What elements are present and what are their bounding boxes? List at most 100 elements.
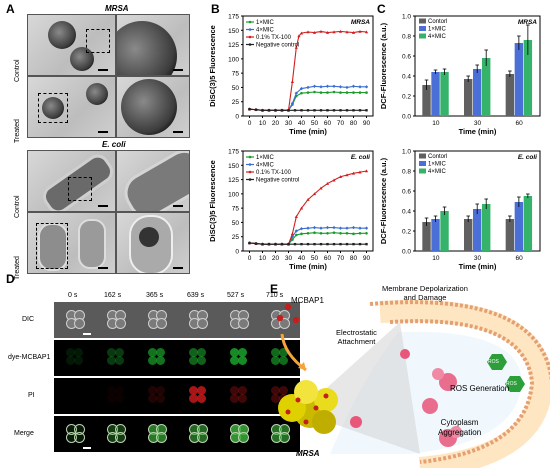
micrograph-tile <box>218 340 259 376</box>
legend-label: 1×MIC <box>428 27 447 33</box>
data-point <box>306 30 310 34</box>
cell-blob <box>148 386 157 395</box>
ros-label-1: ROS <box>488 359 499 365</box>
data-point <box>332 30 336 34</box>
y-tick-label: 25 <box>232 234 240 241</box>
data-point <box>338 175 343 179</box>
micrograph-tile <box>54 416 95 452</box>
cell-blob <box>148 348 157 357</box>
cell-blob <box>66 356 75 365</box>
legend-label: Negative control <box>256 43 299 49</box>
x-tick-label: 20 <box>272 255 280 262</box>
data-point <box>338 226 343 230</box>
data-point <box>339 91 342 94</box>
micrograph-tile <box>136 378 177 414</box>
data-point <box>319 226 323 230</box>
bar <box>440 72 449 116</box>
mrsa-cluster-icon <box>278 380 338 434</box>
data-point <box>358 29 362 33</box>
scale-bar <box>83 447 91 449</box>
plot-frame <box>242 15 374 117</box>
data-point <box>294 91 298 95</box>
data-point <box>287 242 290 246</box>
cell-blob <box>238 318 249 329</box>
x-tick-label: 10 <box>432 120 440 127</box>
chart-c-ecoli: 0.0 0.2 0.4 0.6 0.8 1.0 10 30 60 Time (min) DCF-Fl… <box>379 149 541 271</box>
legend-marker <box>248 35 252 39</box>
x-tick-label: 70 <box>337 255 345 262</box>
micrograph-tile <box>177 416 218 452</box>
data-point <box>358 109 362 112</box>
cell-blob <box>197 432 208 443</box>
y-tick-label: 0.4 <box>402 74 411 81</box>
data-point <box>300 232 303 236</box>
micrograph-tile <box>95 302 136 338</box>
legend-label: Contorl <box>428 154 447 160</box>
data-point <box>248 107 251 111</box>
cell-blob <box>74 432 85 443</box>
x-tick-label: 80 <box>350 120 358 127</box>
cell-blob <box>197 356 206 365</box>
y-tick-label: 75 <box>232 71 240 78</box>
micrograph-tile <box>54 302 95 338</box>
data-point <box>319 109 323 112</box>
row-label-control-ecoli: Control <box>14 195 21 218</box>
x-tick-label: 50 <box>311 120 319 127</box>
data-point <box>364 169 369 173</box>
data-point <box>294 45 298 49</box>
data-point <box>319 91 323 94</box>
tem-ecoli-treated-zoom <box>116 212 190 274</box>
panel-e-schematic <box>276 299 550 468</box>
x-tick-label: 0 <box>248 255 252 262</box>
data-point <box>358 91 362 94</box>
row-label-control: Control <box>14 59 21 82</box>
chart-tag: E. coli <box>518 154 537 161</box>
data-point <box>319 231 323 235</box>
data-point <box>332 225 336 230</box>
mrsa-label: MRSA <box>296 449 320 458</box>
data-point <box>300 242 303 246</box>
bar <box>473 209 482 251</box>
y-tick-label: 0 <box>235 249 239 256</box>
data-point <box>300 109 303 112</box>
data-point <box>280 109 284 112</box>
data-point <box>297 34 301 38</box>
data-point <box>313 231 316 235</box>
legend-swatch <box>419 26 426 31</box>
data-point <box>300 91 303 95</box>
data-point <box>358 242 362 246</box>
panel-label-e: E <box>270 282 279 296</box>
x-tick-label: 30 <box>285 255 293 262</box>
y-tick-label: 1.0 <box>402 14 411 21</box>
cell-blob <box>156 356 165 365</box>
data-point <box>299 227 304 231</box>
chart-c-mrsa: 0.0 0.2 0.4 0.6 0.8 1.0 10 30 60 Time (min) DCF-Fl… <box>379 14 541 136</box>
tem-ecoli-control <box>27 150 116 212</box>
cell-blob <box>115 318 126 329</box>
chart-tag: MRSA <box>351 19 370 26</box>
x-tick-label: 10 <box>432 255 440 262</box>
cell-blob <box>156 432 167 443</box>
y-tick-label: 175 <box>228 14 239 21</box>
time-label-2: 365 s <box>146 292 164 299</box>
data-point <box>345 85 349 90</box>
legend-swatch <box>419 153 426 159</box>
legend-marker <box>248 20 252 24</box>
legend-marker <box>248 28 252 31</box>
cell-blob <box>74 356 83 365</box>
bar <box>523 40 533 116</box>
data-point <box>358 85 362 89</box>
cell-blob <box>238 394 247 403</box>
micrograph-tile <box>95 416 136 452</box>
data-point <box>290 80 294 84</box>
legend-swatch <box>419 161 426 166</box>
row-label-treated: Treated <box>14 119 21 143</box>
row-dye: dye-MCBAP1 <box>8 354 51 361</box>
micrograph-tile <box>136 340 177 376</box>
x-tick-label: 30 <box>474 255 482 262</box>
cell-blob <box>230 348 239 357</box>
electrostatic-label: Electrostatic Attachment <box>336 328 377 346</box>
data-point <box>290 101 295 106</box>
micrograph-tile <box>54 378 95 414</box>
data-point <box>345 226 349 230</box>
